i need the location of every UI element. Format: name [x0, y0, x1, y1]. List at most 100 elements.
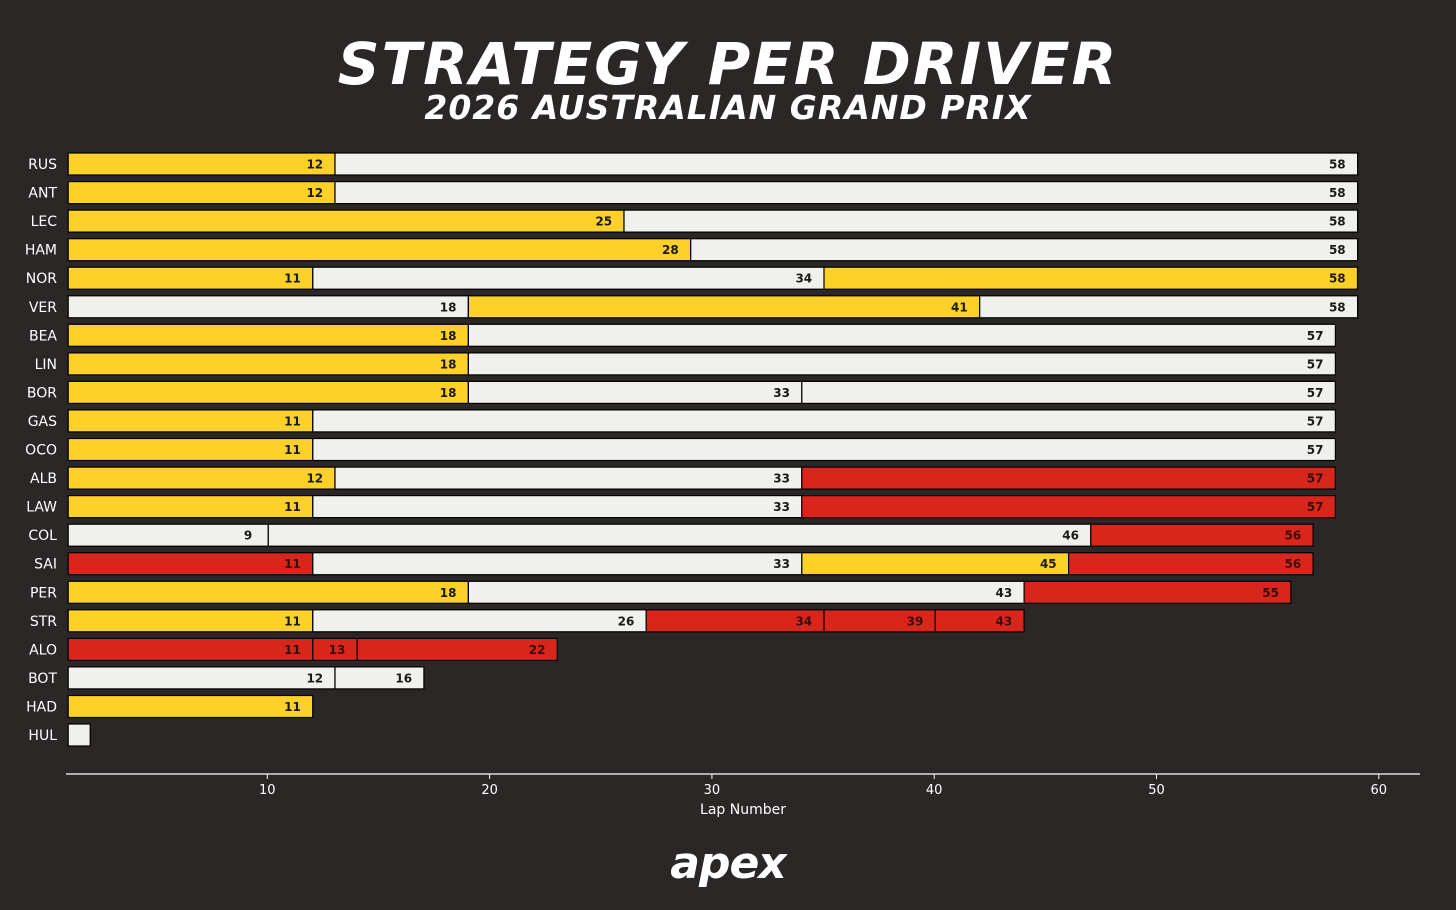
stint-end-label: 45: [1040, 557, 1057, 571]
stint-bar-bea-1: [67, 323, 469, 347]
x-axis: 10 20 30 40 50 60: [66, 773, 1420, 798]
apex-logo: apex: [670, 838, 786, 889]
stint-bar-alo-3: [356, 637, 558, 662]
stint-bar-bot-2: [334, 666, 425, 690]
stint-end-label: 58: [1329, 300, 1346, 314]
driver-label-col: COL: [28, 528, 57, 544]
stint-end-label: 18: [440, 386, 457, 400]
stint-bar-hul-1: [67, 723, 91, 747]
stint-bar-ver-2: [467, 295, 981, 319]
stint-end-label: 18: [440, 300, 457, 314]
stint-end-label: 43: [996, 614, 1013, 628]
stint-bar-sai-4: [1067, 552, 1314, 576]
stint-end-label: 58: [1329, 243, 1346, 257]
stint-end-label: 12: [306, 158, 323, 172]
stint-bar-per-3: [1023, 580, 1292, 604]
stint-end-label: 56: [1285, 557, 1302, 571]
stint-bar-ver-1: [67, 295, 469, 319]
stint-bar-bor-1: [67, 380, 469, 404]
driver-label-bea: BEA: [29, 328, 57, 344]
stint-bar-nor-1: [67, 266, 314, 290]
stint-bar-bor-2: [467, 380, 803, 404]
stint-end-label: 18: [440, 357, 457, 371]
stint-end-label: 16: [395, 671, 412, 685]
stint-bar-bor-3: [801, 380, 1336, 404]
stint-bar-bea-2: [467, 323, 1336, 347]
stint-bar-rus-1: [67, 152, 336, 176]
stint-bar-per-1: [67, 580, 469, 604]
driver-label-ham: HAM: [25, 243, 57, 259]
x-tick-label: 30: [704, 783, 721, 798]
stint-end-label: 12: [306, 472, 323, 486]
stint-bar-law-2: [312, 495, 803, 519]
stint-bar-ant-1: [67, 181, 336, 205]
stint-bar-ant-2: [334, 181, 1359, 205]
stint-end-label: 57: [1307, 414, 1324, 428]
chart-title: Strategy per Driver: [337, 30, 1119, 98]
stint-end-label: 13: [329, 643, 346, 657]
stint-bar-nor-3: [823, 266, 1359, 290]
stint-end-label: 28: [662, 243, 679, 257]
stint-end-label: 55: [1262, 586, 1279, 600]
stint-bar-oco-2: [312, 437, 1336, 462]
stint-end-label: 33: [773, 472, 790, 486]
driver-label-bot: BOT: [28, 671, 57, 687]
stint-end-label: 11: [284, 643, 301, 657]
driver-label-rus: RUS: [28, 157, 57, 173]
driver-label-ant: ANT: [28, 186, 57, 202]
stint-end-label: 11: [284, 414, 301, 428]
stint-end-label: 33: [773, 557, 790, 571]
stint-bar-law-1: [67, 495, 314, 519]
stint-end-label: 22: [529, 643, 546, 657]
stint-bar-alb-2: [334, 466, 803, 490]
stint-end-label: 57: [1307, 472, 1324, 486]
stint-bar-had-1: [67, 694, 314, 719]
stint-end-label: 25: [595, 215, 612, 229]
stint-bar-str-5: [934, 609, 1025, 633]
driver-label-nor: NOR: [26, 271, 57, 287]
stint-end-label: 11: [284, 443, 301, 457]
x-tick-label: 60: [1371, 783, 1388, 798]
stint-bar-ver-3: [979, 295, 1359, 319]
stint-end-label: 9: [244, 529, 252, 543]
driver-labels-layer: RUS ANT LEC HAM NOR VER BEA LIN BOR GAS OCO ALB LAW C…: [25, 157, 58, 744]
stint-bar-lin-2: [467, 352, 1336, 376]
stint-end-label: 11: [284, 557, 301, 571]
stint-bar-bot-1: [67, 666, 336, 690]
stint-bar-col-2: [267, 523, 1092, 547]
stint-end-label: 12: [306, 671, 323, 685]
driver-label-law: LAW: [26, 500, 57, 516]
stint-end-label: 39: [907, 614, 924, 628]
stint-end-label: 57: [1307, 443, 1324, 457]
stint-end-label: 11: [284, 614, 301, 628]
driver-label-alb: ALB: [30, 471, 57, 487]
stint-bar-gas-2: [312, 409, 1336, 433]
stint-end-label: 11: [284, 500, 301, 514]
stint-bar-lec-2: [623, 209, 1359, 233]
driver-label-ver: VER: [29, 300, 57, 316]
chart-subtitle: 2026 Australian Grand Prix: [424, 88, 1032, 127]
stint-end-label: 33: [773, 500, 790, 514]
stint-bar-alb-1: [67, 466, 336, 490]
stint-end-label: 58: [1329, 272, 1346, 286]
stint-bar-nor-2: [312, 266, 825, 290]
stint-bar-gas-1: [67, 409, 314, 433]
stint-bar-sai-2: [312, 552, 803, 576]
stint-bar-alo-1: [67, 637, 314, 662]
stint-bar-rus-2: [334, 152, 1359, 176]
x-tick-label: 10: [259, 783, 276, 798]
driver-label-bor: BOR: [27, 385, 57, 401]
stint-end-label: 12: [306, 186, 323, 200]
stint-end-label: 57: [1307, 500, 1324, 514]
driver-label-lin: LIN: [35, 357, 57, 373]
stint-end-label: 57: [1307, 329, 1324, 343]
stint-end-label: 34: [795, 614, 812, 628]
stint-bar-per-2: [467, 580, 1025, 604]
x-tick-label: 20: [481, 783, 498, 798]
driver-label-hul: HUL: [28, 728, 57, 744]
driver-label-per: PER: [30, 585, 57, 601]
stint-bar-col-3: [1090, 523, 1314, 547]
stint-bar-str-1: [67, 609, 314, 633]
